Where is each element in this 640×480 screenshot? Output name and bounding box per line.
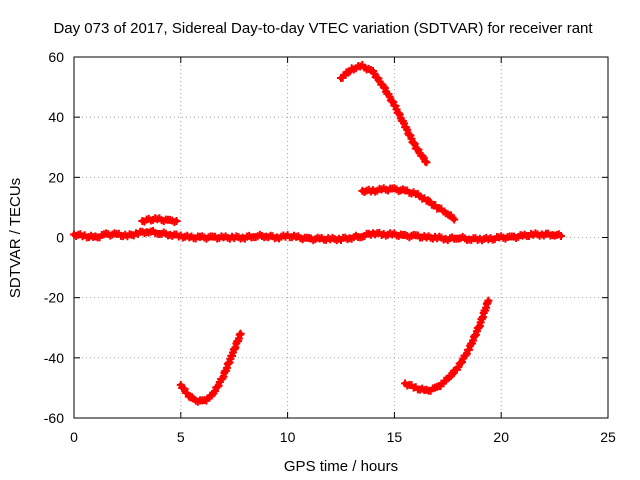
series-arc-afternoon-low xyxy=(401,296,493,395)
x-axis-label: GPS time / hours xyxy=(284,458,398,475)
data-point xyxy=(403,125,412,134)
x-tick-label: 25 xyxy=(600,429,616,445)
data-point xyxy=(179,384,188,393)
x-tick-label: 5 xyxy=(177,429,185,445)
data-point xyxy=(172,216,181,225)
y-tick-label: 20 xyxy=(48,169,64,185)
chart-title: Day 073 of 2017, Sidereal Day-to-day VTE… xyxy=(53,20,593,37)
data-point xyxy=(395,110,404,119)
data-point xyxy=(410,140,419,148)
data-point xyxy=(214,381,223,390)
data-series xyxy=(70,60,566,406)
x-tick-label: 15 xyxy=(387,429,403,445)
series-arc-afternoon-mid xyxy=(358,184,459,224)
data-point xyxy=(419,153,428,162)
x-tick-labels: 0 5 10 15 20 25 xyxy=(70,429,616,445)
y-tick-labels: -60 -40 -20 0 20 40 60 xyxy=(44,49,64,426)
y-axis-label: SDTVAR / TECUs xyxy=(7,178,24,298)
data-point xyxy=(484,296,493,305)
x-tick-label: 0 xyxy=(70,429,78,445)
y-tick-label: 40 xyxy=(48,109,64,125)
axis-ticks xyxy=(73,56,609,419)
data-point xyxy=(379,82,388,91)
y-tick-label: 0 xyxy=(56,230,64,246)
y-tick-label: -40 xyxy=(44,350,64,366)
series-arc-morning-low xyxy=(176,329,245,406)
series-line xyxy=(178,331,244,404)
data-point xyxy=(450,215,459,224)
data-point xyxy=(557,231,566,240)
series-arc-afternoon-peak xyxy=(337,60,431,167)
series-arc-morning-high xyxy=(138,214,181,227)
data-point xyxy=(380,84,389,93)
data-point xyxy=(236,329,245,338)
y-tick-label: 60 xyxy=(48,49,64,65)
data-point xyxy=(394,109,403,118)
y-tick-label: -20 xyxy=(44,290,64,306)
grid-lines xyxy=(74,57,608,418)
data-point xyxy=(422,158,431,167)
series-baseline xyxy=(70,226,566,245)
x-tick-label: 10 xyxy=(280,429,296,445)
data-point xyxy=(213,382,222,391)
y-tick-label: -60 xyxy=(44,410,64,426)
x-tick-label: 20 xyxy=(493,429,509,445)
data-point xyxy=(409,138,418,147)
data-point xyxy=(462,349,471,358)
